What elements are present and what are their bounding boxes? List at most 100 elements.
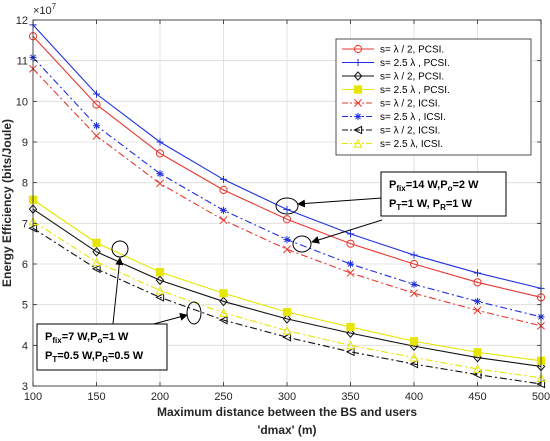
- legend-label: s= λ / 2, ICSI.: [380, 126, 440, 137]
- x-axis-label: Maximum distance between the BS and user…: [157, 405, 417, 419]
- annotation-high-power-box: [380, 171, 507, 217]
- data-point: [473, 297, 482, 306]
- data-point: [92, 100, 101, 109]
- legend-marker: [354, 58, 362, 67]
- annotation-segment: T: [52, 355, 57, 364]
- legend-marker: [354, 99, 362, 107]
- y-tick-label: 8: [22, 178, 28, 190]
- callout-ellipse: [292, 235, 312, 253]
- annotation-segment: =1 W: [102, 331, 129, 343]
- legend-marker: [353, 125, 363, 135]
- data-point: [156, 170, 164, 178]
- annotation-segment: P: [45, 350, 52, 362]
- callout-arrow: [311, 219, 383, 244]
- data-point: [346, 340, 355, 350]
- x-tick-label: 100: [24, 391, 42, 403]
- data-point: [409, 259, 419, 269]
- y-tick-label: 4: [22, 340, 28, 352]
- data-point: [219, 206, 228, 214]
- annotation-segment: fix: [396, 184, 406, 193]
- legend-label: s= λ / 2, ICSI.: [380, 99, 440, 110]
- data-point: [156, 138, 164, 146]
- data-point: [346, 239, 355, 248]
- legend-label: s= 2.5 λ , PCSI.: [380, 85, 450, 96]
- data-point: [155, 268, 165, 277]
- annotation-low-power-box: [36, 323, 168, 371]
- data-point: [282, 314, 292, 324]
- y-exponent-label: ×107: [33, 2, 57, 17]
- y-axis-label: Energy Efficiency (bits/Joule): [0, 119, 14, 287]
- annotation-segment: R: [102, 355, 108, 364]
- data-point: [92, 257, 101, 267]
- data-point: [346, 268, 355, 277]
- callout-ellipse: [111, 240, 129, 258]
- tick-labels: 100 150 200 250 300 350 400 450 500 3 4 5 6 7 8 9 10 11 12: [16, 15, 550, 403]
- data-point: [282, 215, 292, 224]
- x-tick-label: 300: [278, 391, 296, 403]
- annotation-segment: P: [45, 331, 52, 343]
- legend-label: s= λ / 2, PCSI.: [380, 45, 444, 56]
- data-point: [282, 325, 292, 335]
- data-point: [473, 269, 482, 277]
- legend-entry: s= 2.5 λ , PCSI.: [342, 85, 450, 96]
- legend-label: s= 2.5 λ , ICSI.: [380, 112, 446, 123]
- data-point: [346, 328, 355, 338]
- annotation-low-power-line: Pfix=7 W,Po=1 W: [45, 331, 129, 345]
- annotation-segment: =14 W,P: [406, 179, 448, 191]
- x-tick-label: 450: [468, 391, 486, 403]
- annotation-high-power-line: PT=1 W, PR=1 W: [389, 198, 472, 212]
- data-point: [219, 216, 228, 225]
- data-point: [283, 205, 291, 214]
- legend: s= λ / 2, PCSI. s= 2.5 λ , PCSI. s= λ / 2,…: [335, 38, 532, 156]
- data-point: [283, 236, 291, 244]
- y-tick-label: 12: [16, 15, 28, 27]
- y-tick-label: 3: [22, 381, 28, 393]
- x-tick-label: 250: [214, 391, 232, 403]
- annotation-segment: =1 W: [446, 198, 473, 210]
- data-point: [283, 245, 291, 254]
- data-point: [346, 230, 355, 238]
- callout-arrow: [149, 312, 188, 326]
- annotation-segment: =1 W, P: [401, 198, 440, 210]
- data-point: [155, 285, 165, 295]
- data-point: [92, 131, 101, 140]
- legend-entry: s= 2.5 λ , ICSI.: [342, 112, 446, 123]
- x-tick-label: 350: [341, 391, 359, 403]
- legend-entry: s= λ / 2, ICSI.: [342, 99, 440, 110]
- data-point: [156, 179, 164, 188]
- data-point: [92, 90, 101, 98]
- legend-box: [335, 38, 532, 156]
- series-layer: [28, 21, 546, 389]
- annotation-segment: =2 W: [452, 179, 479, 191]
- annotation-low-power-line: PT=0.5 W,PR=0.5 W: [45, 350, 144, 364]
- annotation-segment: R: [440, 203, 446, 212]
- series-6: [29, 53, 545, 321]
- data-point: [409, 352, 419, 362]
- data-point: [346, 260, 355, 268]
- x-tick-label: 200: [151, 391, 169, 403]
- legend-marker: [353, 85, 363, 94]
- y-tick-label: 5: [22, 300, 28, 312]
- data-point: [219, 175, 228, 184]
- data-point: [155, 275, 165, 286]
- legend-entry: s= λ / 2, PCSI.: [342, 71, 444, 83]
- data-point: [410, 280, 418, 288]
- series-line: [32, 35, 542, 298]
- data-point: [92, 246, 101, 257]
- callout-arrow: [111, 257, 124, 334]
- data-point: [346, 322, 355, 332]
- annotation-segment: =0.5 W: [108, 350, 144, 362]
- legend-label: s= 2.5 λ, ICSI.: [380, 139, 443, 150]
- y-tick-label: 11: [17, 56, 28, 68]
- annotation-segment: P: [389, 198, 396, 210]
- annotation-low-power: Pfix=7 W,Po=1 WPT=0.5 W,PR=0.5 W: [36, 323, 168, 371]
- data-point: [345, 347, 355, 357]
- data-point: [155, 292, 165, 302]
- x-tick-label: 150: [87, 391, 105, 403]
- annotation-segment: o: [448, 184, 453, 193]
- data-point: [91, 264, 101, 274]
- legend-entry: s= λ / 2, ICSI.: [342, 126, 440, 137]
- legend-entry: s= λ / 2, PCSI.: [342, 45, 444, 56]
- x-tick-label: 500: [532, 391, 550, 403]
